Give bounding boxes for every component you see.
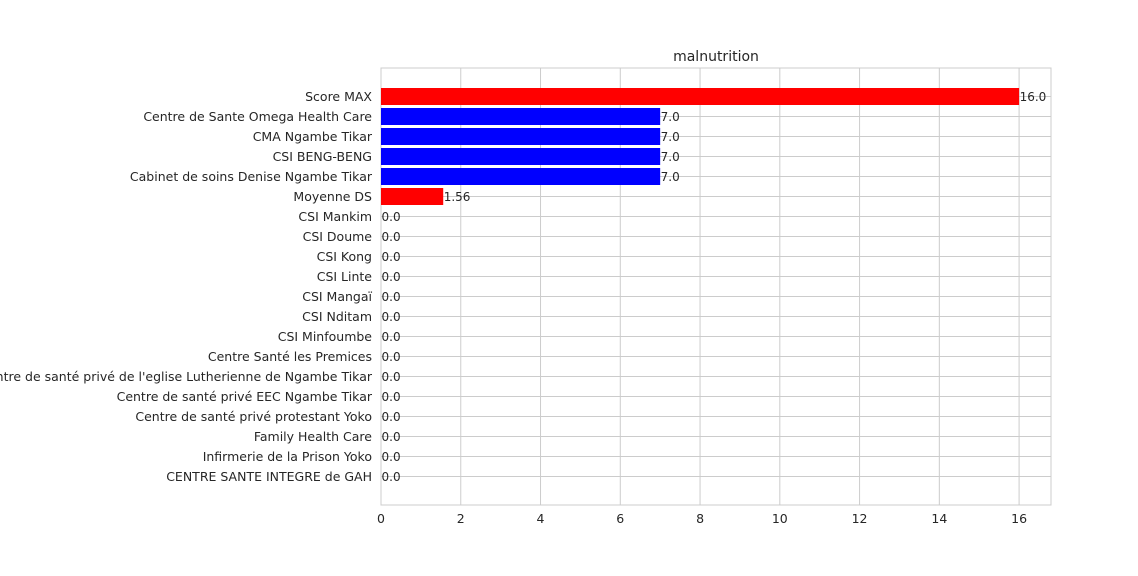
value-label: 0.0 (382, 410, 401, 424)
value-label: 0.0 (382, 290, 401, 304)
category-label: Infirmerie de la Prison Yoko (203, 449, 372, 464)
value-label: 0.0 (382, 230, 401, 244)
value-label: 0.0 (382, 470, 401, 484)
value-label: 7.0 (661, 150, 680, 164)
x-tick-label: 8 (696, 511, 704, 526)
value-label: 7.0 (661, 170, 680, 184)
value-label: 0.0 (382, 450, 401, 464)
value-label: 0.0 (382, 370, 401, 384)
category-label: Centre de santé privé EEC Ngambe Tikar (117, 389, 373, 404)
category-label: CSI Doume (303, 229, 373, 244)
bar (381, 88, 1020, 105)
category-label: CSI Linte (317, 269, 373, 284)
x-tick-label: 2 (457, 511, 465, 526)
value-label: 7.0 (661, 130, 680, 144)
x-tick-label: 14 (931, 511, 947, 526)
category-label: CSI Mankim (298, 209, 372, 224)
value-label: 0.0 (382, 270, 401, 284)
value-label: 16.0 (1020, 90, 1047, 104)
value-label: 0.0 (382, 350, 401, 364)
x-tick-label: 4 (537, 511, 545, 526)
bar (381, 188, 444, 205)
value-label: 0.0 (382, 310, 401, 324)
labels: 0 2 4 6 8 10 12 14 16 Score MAX 16.0 Centre de Sant… (0, 89, 1046, 526)
category-label: Family Health Care (254, 429, 372, 444)
bars (381, 88, 1020, 205)
category-label: CSI Mangaï (302, 289, 372, 304)
bar (381, 148, 661, 165)
chart-title: malnutrition (673, 49, 759, 65)
category-label: Moyenne DS (293, 189, 372, 204)
category-label: Centre de santé privé protestant Yoko (135, 409, 372, 424)
category-label: Centre de Sante Omega Health Care (143, 109, 372, 124)
value-label: 0.0 (382, 430, 401, 444)
x-tick-label: 6 (616, 511, 624, 526)
category-label: CMA Ngambe Tikar (253, 129, 373, 144)
bar (381, 168, 661, 185)
value-label: 1.56 (444, 190, 471, 204)
value-label: 7.0 (661, 110, 680, 124)
category-label: CSI Minfoumbe (278, 329, 373, 344)
value-label: 0.0 (382, 390, 401, 404)
category-label: CSI BENG-BENG (273, 149, 372, 164)
x-tick-label: 12 (852, 511, 868, 526)
x-tick-label: 10 (772, 511, 788, 526)
category-label: Cabinet de soins Denise Ngambe Tikar (130, 169, 373, 184)
category-label: CENTRE SANTE INTEGRE de GAH (166, 469, 372, 484)
value-label: 0.0 (382, 250, 401, 264)
category-label: Centre de santé privé de l'eglise Luther… (0, 369, 373, 384)
x-tick-label: 0 (377, 511, 385, 526)
value-label: 0.0 (382, 330, 401, 344)
category-label: Score MAX (305, 89, 372, 104)
category-label: Centre Santé les Premices (208, 349, 372, 364)
value-label: 0.0 (382, 210, 401, 224)
category-label: CSI Kong (317, 249, 372, 264)
x-tick-label: 16 (1011, 511, 1027, 526)
bar (381, 128, 661, 145)
category-label: CSI Nditam (302, 309, 372, 324)
bar (381, 108, 661, 125)
